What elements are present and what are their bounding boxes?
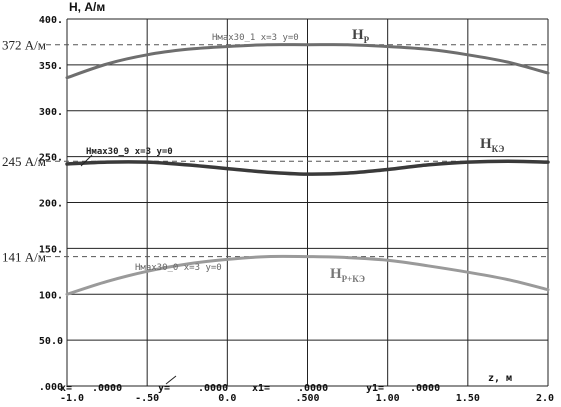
x-tick-label: 0.0 (218, 393, 236, 404)
x-axis-title: z, м (488, 373, 512, 384)
coordinate-footer: x= .0000 y= .0000 x1= .0000 y1= .0000 (60, 375, 440, 394)
grid (66, 18, 549, 387)
curve-label: Hмах30_9 x=3 y=0 (86, 147, 173, 157)
reference-label: 372 А/м (2, 38, 46, 53)
footer-readout: x= (60, 383, 72, 394)
footer-readout: y1= (366, 383, 384, 394)
x-tick-label: 1.00 (376, 393, 400, 404)
footer-readout: .0000 (198, 383, 228, 394)
y-tick-label: 100. (39, 290, 63, 301)
curve-label-pointer (80, 154, 93, 167)
series-name: HКЭ (480, 136, 504, 154)
footer-readout: .0000 (410, 383, 440, 394)
footer-readout: .0000 (92, 383, 122, 394)
x-tick-label: .500 (295, 393, 319, 404)
y-tick-label: 150. (39, 244, 63, 255)
series-lines (65, 43, 550, 296)
series-line (65, 43, 550, 80)
y-axis-title: H, А/м (69, 0, 105, 14)
y-tick-label: 50.0 (39, 336, 63, 347)
y-tick-label: 200. (39, 199, 63, 210)
y-tick-label: .000 (39, 382, 63, 393)
series-name: HP (352, 27, 370, 45)
series-name: HP+КЭ (330, 266, 365, 284)
tick-labels: 400. 350. 300. 250. 200. 150. 100. 50.0 .000-1.0… (39, 0, 554, 404)
series-line (65, 254, 550, 296)
series-line (65, 159, 550, 176)
x-tick-label: -.50 (135, 393, 159, 404)
y-tick-label: 300. (39, 107, 63, 118)
footer-readout: .0000 (298, 383, 328, 394)
reference-label: 245 А/м (2, 154, 46, 169)
footer-readout: y= (158, 383, 170, 394)
y-tick-label: 400. (39, 15, 63, 26)
x-tick-label: 1.50 (456, 393, 480, 404)
footer-pointer (165, 375, 177, 385)
x-tick-label: -1.0 (60, 393, 84, 404)
reference-label: 141 А/м (2, 250, 46, 265)
curve-label: Hмах30_0 x=3 y=0 (135, 263, 222, 273)
y-tick-label: 250. (39, 153, 63, 164)
curve-label: Hмах30_1 x=3 y=0 (212, 33, 299, 43)
x-tick-label: 2.0 (536, 393, 554, 404)
footer-readout: x1= (252, 383, 270, 394)
y-tick-label: 350. (39, 61, 63, 72)
annotations: 372 А/м 245 А/м 141 А/м Hмах30_1 x=3 y=0 HP H… (2, 27, 504, 284)
